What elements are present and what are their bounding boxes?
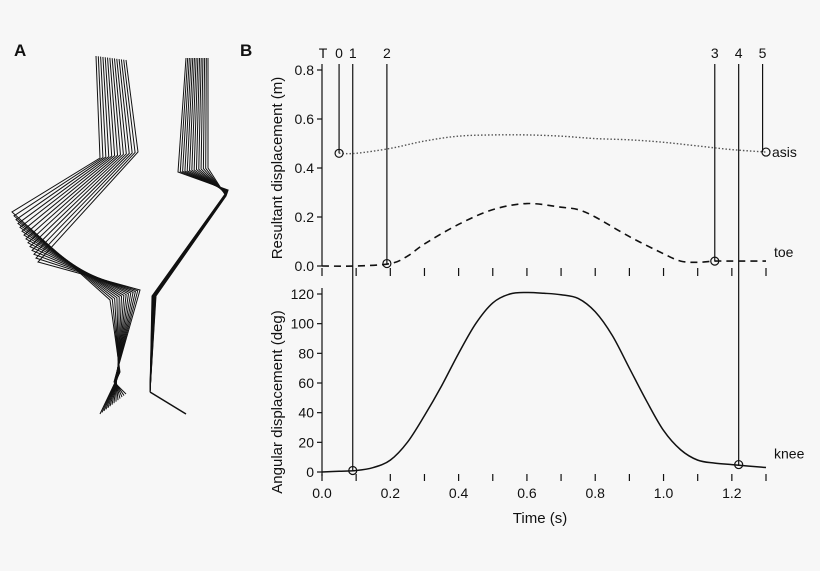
x-tick-label: 0.8: [585, 485, 605, 501]
x-axis-title: Time (s): [513, 510, 567, 527]
swing-leg-stroke: [37, 59, 141, 395]
event-label-3: 3: [711, 45, 719, 61]
bottom-y-tick-label: 60: [298, 375, 314, 391]
event-label-2: 2: [383, 45, 391, 61]
series-label-asis: asis: [772, 144, 797, 160]
bottom-y-tick-label: 120: [291, 286, 315, 302]
bottom-y-tick-label: 100: [291, 316, 315, 332]
top-y-tick-label: 0.4: [295, 160, 315, 176]
top-y-axis-title: Resultant displacement (m): [269, 77, 286, 260]
series-line-toe: [321, 202, 766, 267]
stance-leg-stroke: [149, 58, 227, 393]
x-tick-label: 0.6: [517, 485, 537, 501]
panel-a-letter: A: [14, 41, 26, 60]
event-label-5: 5: [759, 45, 767, 61]
top-y-tick-label: 0.2: [295, 209, 315, 225]
panel-b-letter: B: [240, 41, 252, 60]
x-tick-label: 1.2: [722, 485, 742, 501]
bottom-y-tick-label: 0: [306, 464, 314, 480]
x-tick-label: 0.2: [381, 485, 401, 501]
stance-leg-stroke: [149, 57, 229, 393]
top-y-tick-label: 0.8: [295, 62, 315, 78]
bottom-y-tick-label: 80: [298, 345, 314, 361]
x-tick-label: 1.0: [654, 485, 674, 501]
event-label-4: 4: [735, 45, 743, 61]
bottom-y-tick-label: 20: [298, 434, 314, 450]
toe-marker: [382, 258, 392, 269]
top-y-tick-label: 0.6: [295, 111, 315, 127]
series-label-toe: toe: [774, 244, 794, 260]
series-line-asis: [339, 134, 767, 155]
swing-leg-stroke: [21, 57, 123, 407]
bottom-y-tick-label: 40: [298, 405, 314, 421]
stance-leg-stroke: [149, 57, 229, 393]
x-tick-label: 0.0: [312, 485, 332, 501]
event-label-T: T: [319, 45, 328, 61]
knee-marker: [734, 459, 744, 470]
asis-marker: [761, 147, 771, 157]
swing-leg-stroke: [29, 58, 132, 401]
toe-marker: [710, 256, 720, 266]
event-label-0: 0: [335, 45, 343, 61]
series-label-knee: knee: [774, 446, 805, 462]
x-tick-label: 0.4: [449, 485, 469, 501]
swing-leg-stroke: [27, 58, 130, 402]
stance-leg-stroke: [149, 57, 229, 393]
knee-marker: [348, 465, 358, 476]
stick-figure-panel-a: [11, 55, 229, 415]
stance-foot-stroke: [149, 391, 187, 415]
top-y-tick-label: 0.0: [295, 258, 315, 274]
event-label-1: 1: [349, 45, 357, 61]
bottom-y-axis-title: Angular displacement (deg): [269, 310, 286, 493]
series-line-knee: [321, 291, 767, 473]
asis-marker: [334, 148, 344, 158]
